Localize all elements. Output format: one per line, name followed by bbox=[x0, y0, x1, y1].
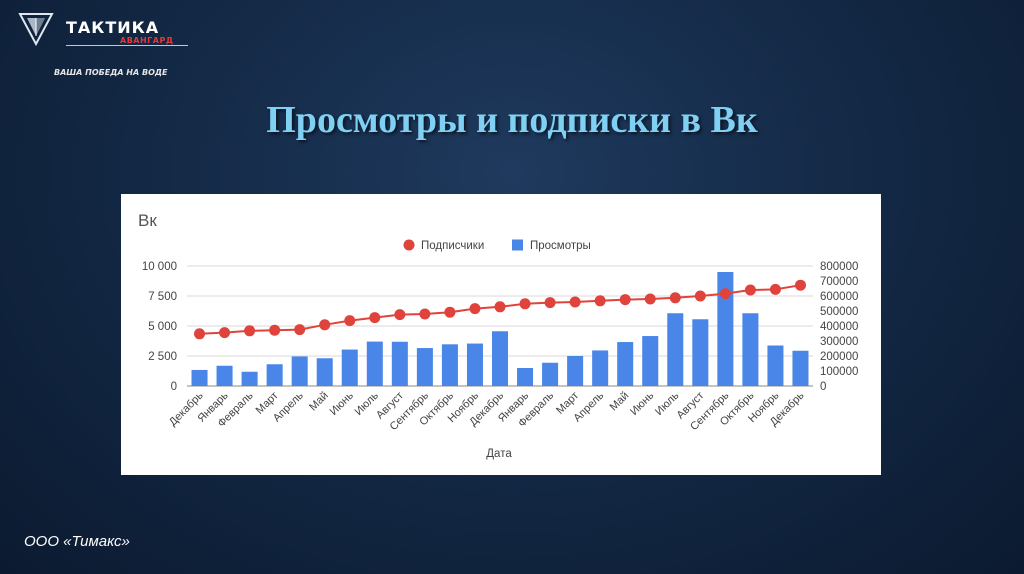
point-subscribers bbox=[694, 290, 706, 302]
bar-views bbox=[416, 348, 433, 386]
legend-label-views: Просмотры bbox=[530, 240, 591, 252]
chart-title: Вк bbox=[138, 211, 157, 230]
bar-views bbox=[742, 313, 759, 386]
left-axis: 0 2 500 5 000 7 500 10 000 bbox=[142, 261, 177, 393]
bar-views bbox=[517, 368, 534, 386]
point-subscribers bbox=[519, 298, 531, 310]
right-tick-label: 400000 bbox=[820, 321, 858, 333]
brand-subtitle: АВАНГАРД bbox=[120, 36, 174, 45]
point-subscribers bbox=[594, 295, 606, 307]
brand-name: ТАКТИКА bbox=[66, 18, 160, 37]
bar-views bbox=[792, 350, 809, 386]
right-tick-label: 600000 bbox=[820, 291, 858, 303]
left-tick-label: 5 000 bbox=[148, 321, 177, 333]
slide-title: Просмотры и подписки в Вк bbox=[266, 99, 758, 141]
right-tick-label: 200000 bbox=[820, 351, 858, 363]
bar-views bbox=[316, 358, 333, 386]
bar-views bbox=[667, 313, 684, 386]
bar-views bbox=[466, 343, 483, 386]
x-tick-label: Декабрь bbox=[167, 389, 206, 428]
point-subscribers bbox=[344, 315, 356, 327]
brand-divider bbox=[66, 45, 188, 46]
point-subscribers bbox=[269, 324, 281, 336]
bar-views bbox=[767, 345, 784, 386]
right-tick-label: 500000 bbox=[820, 306, 858, 318]
point-subscribers bbox=[369, 312, 381, 324]
point-subscribers bbox=[794, 279, 806, 291]
bar-views bbox=[642, 336, 659, 386]
right-tick-label: 700000 bbox=[820, 276, 858, 288]
left-tick-label: 10 000 bbox=[142, 261, 177, 273]
point-subscribers bbox=[444, 306, 456, 318]
point-subscribers bbox=[319, 319, 331, 331]
bar-views bbox=[617, 342, 634, 386]
bar-views bbox=[491, 331, 509, 386]
company-logo: ТАКТИКА АВАНГАРД ВАША ПОБЕДА НА ВОДЕ bbox=[18, 10, 188, 77]
point-subscribers bbox=[644, 293, 656, 305]
bar-views bbox=[291, 356, 308, 386]
x-tick-label: Июнь bbox=[628, 389, 656, 417]
right-tick-label: 800000 bbox=[820, 261, 858, 273]
line-series-subscribers bbox=[194, 279, 806, 340]
bar-views bbox=[717, 272, 734, 386]
right-tick-label: 0 bbox=[820, 381, 826, 393]
right-tick-label: 300000 bbox=[820, 336, 858, 348]
point-subscribers bbox=[244, 325, 256, 337]
chart-legend: Подписчики Просмотры bbox=[403, 239, 591, 252]
point-subscribers bbox=[719, 288, 731, 300]
point-subscribers bbox=[544, 297, 556, 309]
combo-chart: Вк Подписчики Просмотры 0 2 500 5 000 7 500… bbox=[138, 211, 858, 460]
brand-slogan: ВАША ПОБЕДА НА ВОДЕ bbox=[54, 68, 168, 77]
legend-marker-views bbox=[512, 239, 523, 251]
bar-views bbox=[692, 319, 709, 386]
left-tick-label: 7 500 bbox=[148, 291, 177, 303]
bar-views bbox=[216, 365, 233, 386]
right-axis: 0 100000 200000 300000 400000 500000 600000 700… bbox=[820, 261, 858, 393]
bar-views bbox=[341, 349, 358, 386]
bar-views bbox=[542, 362, 559, 386]
bar-views bbox=[592, 350, 609, 386]
left-tick-label: 2 500 bbox=[148, 351, 177, 363]
right-tick-label: 100000 bbox=[820, 366, 858, 378]
logo-emblem-icon bbox=[18, 13, 54, 46]
bar-views bbox=[366, 341, 383, 386]
legend-label-subscribers: Подписчики bbox=[421, 240, 484, 252]
point-subscribers bbox=[769, 283, 781, 295]
point-subscribers bbox=[619, 294, 631, 306]
point-subscribers bbox=[219, 327, 231, 339]
point-subscribers bbox=[669, 292, 681, 304]
point-subscribers bbox=[394, 309, 406, 321]
point-subscribers bbox=[569, 296, 581, 308]
bar-views bbox=[241, 371, 258, 386]
chart-card: Вк Подписчики Просмотры 0 2 500 5 000 7 500… bbox=[121, 194, 881, 475]
bar-views bbox=[266, 364, 283, 386]
point-subscribers bbox=[469, 303, 481, 315]
bar-views bbox=[567, 356, 584, 386]
bar-views bbox=[441, 344, 458, 386]
bar-views bbox=[191, 369, 208, 386]
legend-marker-subscribers bbox=[403, 239, 415, 251]
bar-series-views bbox=[191, 272, 809, 386]
bar-views bbox=[391, 341, 408, 386]
point-subscribers bbox=[194, 328, 206, 340]
point-subscribers bbox=[494, 301, 506, 313]
x-tick-label: Июнь bbox=[328, 389, 356, 417]
point-subscribers bbox=[744, 284, 756, 296]
point-subscribers bbox=[294, 324, 306, 336]
left-tick-label: 0 bbox=[171, 381, 177, 393]
point-subscribers bbox=[419, 308, 431, 320]
footer-company: ООО «Тимакс» bbox=[24, 533, 130, 550]
x-axis-title: Дата bbox=[486, 448, 512, 460]
